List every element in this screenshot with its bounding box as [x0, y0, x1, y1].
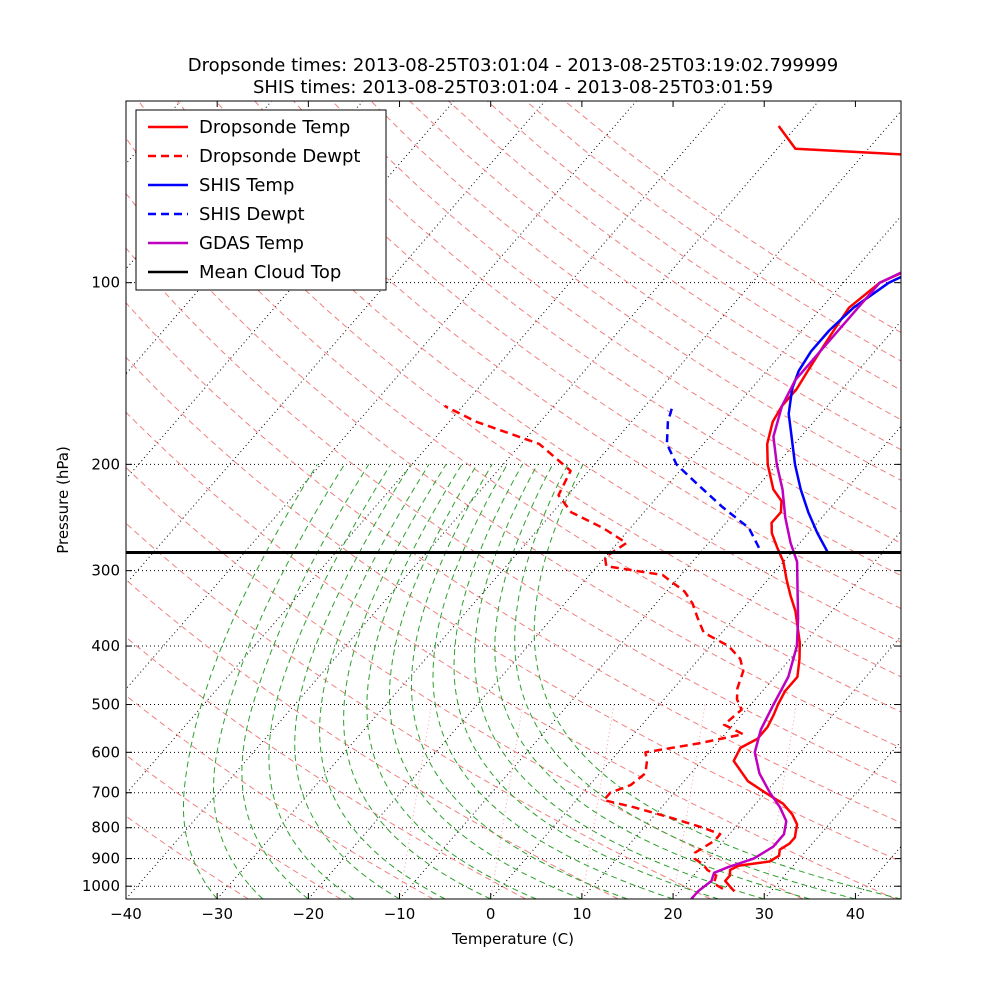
legend-label: GDAS Temp [199, 233, 304, 254]
legend-label: Dropsonde Temp [199, 117, 350, 138]
legend-label: SHIS Temp [199, 175, 294, 196]
x-axis-label: Temperature (C) [451, 930, 574, 948]
legend-label: Dropsonde Dewpt [199, 146, 360, 167]
y-tick-label: 600 [91, 743, 120, 761]
y-tick-label: 700 [91, 784, 120, 802]
chart-title-line-2: SHIS times: 2013-08-25T03:01:04 - 2013-0… [253, 77, 773, 98]
y-tick-label: 800 [91, 819, 120, 837]
x-tick-label: 20 [664, 905, 683, 923]
y-tick-label: 200 [91, 455, 120, 473]
y-tick-label: 500 [91, 696, 120, 714]
legend: Dropsonde Temp Dropsonde Dewpt SHIS Temp SH… [136, 110, 386, 290]
x-tick-label: −40 [110, 905, 142, 923]
x-tick-label: −30 [201, 905, 233, 923]
y-tick-label: 1000 [82, 877, 120, 895]
y-axis-label: Pressure (hPa) [54, 446, 72, 554]
y-tick-label: 100 [91, 274, 120, 292]
x-tick-label: 30 [755, 905, 774, 923]
legend-label: SHIS Dewpt [199, 204, 305, 225]
y-tick-label: 900 [91, 850, 120, 868]
x-tick-label: −10 [384, 905, 416, 923]
x-tick-label: 10 [572, 905, 591, 923]
legend-label: Mean Cloud Top [199, 262, 341, 283]
y-tick-label: 300 [91, 562, 120, 580]
x-tick-label: 40 [846, 905, 865, 923]
x-tick-label: 0 [486, 905, 496, 923]
chart-title-line-1: Dropsonde times: 2013-08-25T03:01:04 - 2… [188, 55, 838, 76]
y-tick-label: 400 [91, 637, 120, 655]
x-tick-label: −20 [293, 905, 325, 923]
